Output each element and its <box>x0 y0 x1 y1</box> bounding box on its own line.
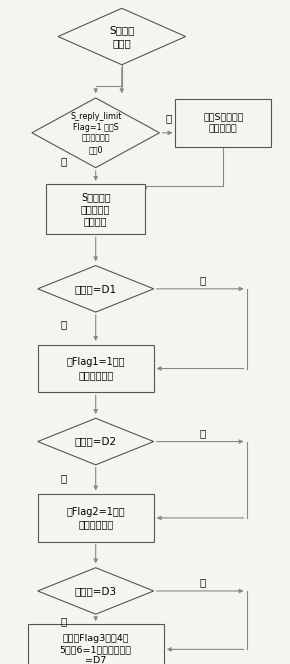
Bar <box>46 184 145 234</box>
Polygon shape <box>38 568 154 614</box>
Polygon shape <box>38 418 154 465</box>
Polygon shape <box>32 98 160 167</box>
Bar <box>38 494 154 542</box>
Text: 计数器=D1: 计数器=D1 <box>75 284 117 294</box>
Bar <box>38 345 154 392</box>
Text: 计数器=D2: 计数器=D2 <box>75 436 117 447</box>
Text: 计数器=D3: 计数器=D3 <box>75 586 117 596</box>
Polygon shape <box>38 266 154 312</box>
Text: 置Flag2=1，计
数器继续计数: 置Flag2=1，计 数器继续计数 <box>66 507 125 529</box>
Bar <box>28 624 164 664</box>
Text: 依次置Flag3、三4、
5、显6=1，直到计数器
=D7: 依次置Flag3、三4、 5、显6=1，直到计数器 =D7 <box>60 634 132 664</box>
Text: 是: 是 <box>61 616 67 626</box>
Text: 此次S模式应答
触发不应答: 此次S模式应答 触发不应答 <box>203 113 244 133</box>
Text: 否: 否 <box>61 155 67 166</box>
Text: 是: 是 <box>165 113 171 124</box>
Bar <box>175 99 271 147</box>
Text: 是: 是 <box>61 319 67 329</box>
Text: S模式应答
延时计数器
开始计数: S模式应答 延时计数器 开始计数 <box>81 192 110 226</box>
Text: 置Flag1=1，计
数器继续计数: 置Flag1=1，计 数器继续计数 <box>66 357 125 380</box>
Text: 是: 是 <box>61 473 67 483</box>
Text: 否: 否 <box>200 275 206 286</box>
Polygon shape <box>58 9 186 64</box>
Text: S_reply_limit
Flag=1 或者S
模式应答计数
不为0: S_reply_limit Flag=1 或者S 模式应答计数 不为0 <box>70 112 122 154</box>
Text: 否: 否 <box>200 577 206 588</box>
Text: S模式应
答触发: S模式应 答触发 <box>109 25 135 48</box>
Text: 否: 否 <box>200 428 206 438</box>
